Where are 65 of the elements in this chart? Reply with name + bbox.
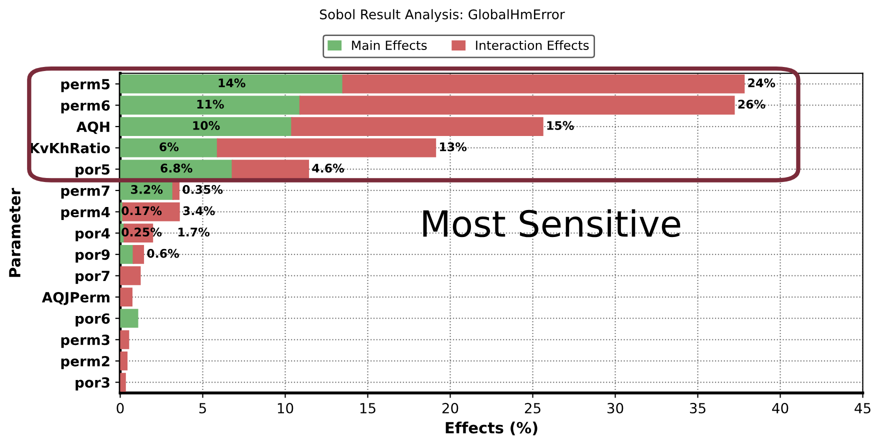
- x-axis-title: Effects (%): [446, 422, 538, 436]
- annotation: Most Sensitive: [423, 209, 680, 238]
- bar: [120, 352, 128, 370]
- y-tick-label: por5: [76, 164, 110, 178]
- data-label: 3.4%: [183, 206, 215, 216]
- bar: [120, 138, 218, 158]
- y-tick-label: por3: [76, 377, 110, 390]
- data-label: 26%: [738, 100, 766, 109]
- y-tick-label: KvKhRatio: [30, 142, 110, 154]
- y-tick-label: AQJPerm: [42, 292, 110, 306]
- y-tick-label: perm3: [61, 334, 110, 348]
- x-tick-label: 30: [607, 402, 624, 414]
- bar: [120, 330, 130, 350]
- y-tick-label: perm2: [61, 356, 110, 370]
- data-label: 24%: [748, 78, 776, 88]
- data-label: 6%: [160, 142, 179, 152]
- legend-label: Main Effects: [352, 40, 427, 50]
- data-label: 1.7%: [178, 228, 210, 237]
- x-tick-label: 5: [199, 403, 206, 414]
- y-tick-label: por9: [76, 249, 110, 263]
- y-tick-label: AQH: [76, 122, 110, 134]
- bar: [132, 244, 144, 264]
- bar: [216, 138, 436, 158]
- bar: [299, 96, 735, 115]
- x-tick-label: 25: [524, 402, 540, 414]
- y-tick-label: perm7: [61, 186, 110, 199]
- y-tick-label: por6: [76, 313, 110, 327]
- x-tick-label: 40: [772, 402, 788, 414]
- data-label: 15%: [547, 121, 574, 130]
- y-tick-label: perm6: [61, 100, 110, 114]
- bar: [120, 288, 132, 306]
- x-tick-label: 45: [854, 403, 870, 414]
- bar: [120, 372, 126, 392]
- x-tick-label: 20: [442, 402, 458, 414]
- data-label: 0.35%: [182, 184, 223, 194]
- data-label: 0.6%: [147, 248, 179, 258]
- bar: [342, 74, 745, 94]
- bar: [232, 160, 310, 179]
- bar: [172, 181, 180, 200]
- y-tick-label: por4: [76, 228, 110, 242]
- data-label: 14%: [218, 78, 246, 88]
- data-label: 0.17%: [122, 206, 162, 216]
- x-tick-label: 0: [116, 402, 124, 414]
- y-tick-label: perm4: [61, 206, 110, 220]
- x-tick-label: 15: [360, 403, 376, 414]
- bar: [120, 117, 293, 136]
- data-label: 13%: [440, 142, 467, 152]
- bar: [120, 96, 301, 115]
- x-tick-label: 10: [278, 402, 294, 414]
- bar: [120, 308, 138, 328]
- x-tick-label: 35: [690, 402, 706, 414]
- data-label: 10%: [193, 121, 220, 130]
- chart-title: Sobol Result Analysis: GlobalHmError: [320, 9, 565, 22]
- y-axis-title: Parameter: [9, 188, 21, 277]
- data-label: 3.2%: [131, 184, 163, 194]
- data-label: 11%: [197, 100, 224, 109]
- data-label: 4.6%: [312, 164, 344, 173]
- y-tick-label: por7: [76, 270, 110, 284]
- legend-label: Interaction Effects: [476, 40, 589, 50]
- bar: [120, 160, 234, 179]
- bar: [120, 74, 344, 94]
- bar: [291, 117, 544, 136]
- data-label: 6.8%: [160, 164, 192, 173]
- y-tick-label: perm5: [61, 79, 110, 92]
- bar: [120, 266, 141, 286]
